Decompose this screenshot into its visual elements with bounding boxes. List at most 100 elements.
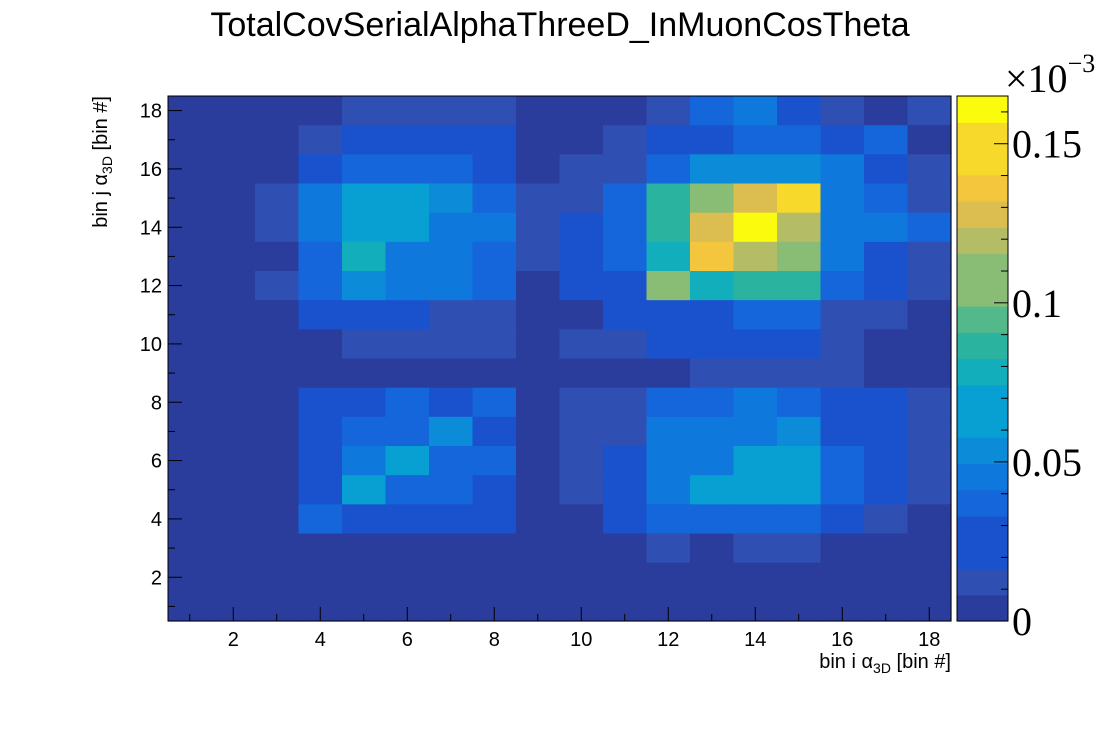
- heatmap-cell: [690, 183, 735, 214]
- heatmap-cell: [472, 212, 517, 243]
- heatmap-cell: [385, 300, 430, 330]
- heatmap-cell: [559, 329, 604, 360]
- heatmap-cell: [777, 329, 822, 360]
- heatmap-cell: [559, 562, 604, 593]
- y-tick-label: 10: [140, 334, 162, 356]
- heatmap-cell: [168, 300, 213, 330]
- heatmap-cell: [733, 125, 778, 155]
- heatmap-cell: [907, 212, 952, 243]
- y-axis-label-prefix: bin j: [90, 186, 112, 228]
- heatmap-cell: [864, 271, 909, 301]
- heatmap-cell: [472, 241, 517, 272]
- heatmap-cell: [646, 329, 691, 360]
- color-scale-frame: [956, 95, 1009, 622]
- color-scale-tick-label: 0.15: [1012, 122, 1082, 167]
- color-scale-step: [957, 411, 1008, 438]
- heatmap-cell: [646, 125, 691, 155]
- heatmap-cell: [516, 183, 561, 214]
- x-tick-label: 6: [402, 629, 413, 651]
- heatmap-cell: [385, 475, 430, 505]
- heatmap-cell: [298, 241, 343, 272]
- heatmap-cell: [385, 416, 430, 447]
- heatmap-cell: [603, 154, 648, 185]
- x-axis-label-suffix: [bin #]: [891, 651, 951, 673]
- heatmap-cell: [820, 387, 865, 418]
- heatmap-cell: [820, 329, 865, 360]
- heatmap-cell: [429, 475, 474, 505]
- heatmap-cell: [559, 387, 604, 418]
- heatmap-cell: [342, 533, 387, 564]
- heatmap-cell: [255, 241, 300, 272]
- heatmap-cell: [777, 533, 822, 564]
- heatmap-cell: [646, 300, 691, 330]
- heatmap-cell: [255, 504, 300, 535]
- heatmap-cell: [820, 533, 865, 564]
- heatmap-cell: [646, 416, 691, 447]
- heatmap-cell: [255, 96, 300, 126]
- heatmap-cell: [907, 183, 952, 214]
- x-axis-label-subscript: 3D: [873, 660, 891, 676]
- heatmap-cell: [385, 329, 430, 360]
- heatmap-cell: [559, 504, 604, 535]
- heatmap-cell: [777, 241, 822, 272]
- heatmap-cell: [472, 562, 517, 593]
- color-scale-step: [957, 201, 1008, 228]
- heatmap-cell: [777, 154, 822, 185]
- color-scale-tick-label: 0.05: [1012, 440, 1082, 485]
- heatmap-cell: [733, 416, 778, 447]
- heatmap-cell: [472, 416, 517, 447]
- heatmap-cell: [472, 533, 517, 564]
- heatmap-cell: [429, 212, 474, 243]
- heatmap-cell: [298, 475, 343, 505]
- heatmap-cell: [603, 183, 648, 214]
- heatmap-cell: [603, 125, 648, 155]
- y-tick-label: 12: [140, 276, 162, 298]
- heatmap-cell: [777, 562, 822, 593]
- heatmap-cell: [733, 183, 778, 214]
- heatmap-cell: [646, 533, 691, 564]
- heatmap-cell: [559, 475, 604, 505]
- heatmap-cell: [255, 154, 300, 185]
- y-tick-label: 6: [151, 451, 162, 473]
- color-scale-step: [957, 594, 1008, 622]
- heatmap-cell: [472, 183, 517, 214]
- color-scale-step: [957, 279, 1008, 307]
- heatmap-cell: [516, 358, 561, 389]
- heatmap-cell: [385, 96, 430, 126]
- heatmap-cell: [907, 358, 952, 389]
- heatmap-cell: [429, 387, 474, 418]
- plot-frame: [167, 95, 952, 622]
- heatmap-cell: [820, 241, 865, 272]
- heatmap-cell: [342, 154, 387, 185]
- color-scale-step: [957, 227, 1008, 255]
- heatmap-cell: [690, 96, 735, 126]
- heatmap-cell: [255, 271, 300, 301]
- heatmap-cell: [211, 271, 256, 301]
- x-tick-label: 12: [657, 629, 679, 651]
- heatmap-cell: [429, 125, 474, 155]
- x-tick-label: 4: [315, 629, 326, 651]
- heatmap-cell: [646, 562, 691, 593]
- heatmap-cell: [690, 125, 735, 155]
- heatmap-cell: [690, 387, 735, 418]
- heatmap-cell: [385, 212, 430, 243]
- heatmap-cell: [342, 96, 387, 126]
- heatmap-cell: [255, 329, 300, 360]
- heatmap-cell: [733, 271, 778, 301]
- heatmap-cell: [777, 358, 822, 389]
- color-scale-tick-label: 0: [1012, 599, 1032, 644]
- heatmap-cell: [298, 183, 343, 214]
- heatmap-cell: [907, 504, 952, 535]
- heatmap-cell: [907, 475, 952, 505]
- heatmap-cell: [211, 96, 256, 126]
- heatmap-cell: [733, 504, 778, 535]
- heatmap-cell: [777, 96, 822, 126]
- heatmap-cell: [733, 212, 778, 243]
- heatmap-cell: [733, 241, 778, 272]
- heatmap-cell: [385, 271, 430, 301]
- heatmap-cell: [472, 475, 517, 505]
- color-scale-step: [957, 253, 1008, 281]
- heatmap-cell: [820, 562, 865, 593]
- color-scale-step: [957, 516, 1008, 543]
- heatmap-cell: [864, 154, 909, 185]
